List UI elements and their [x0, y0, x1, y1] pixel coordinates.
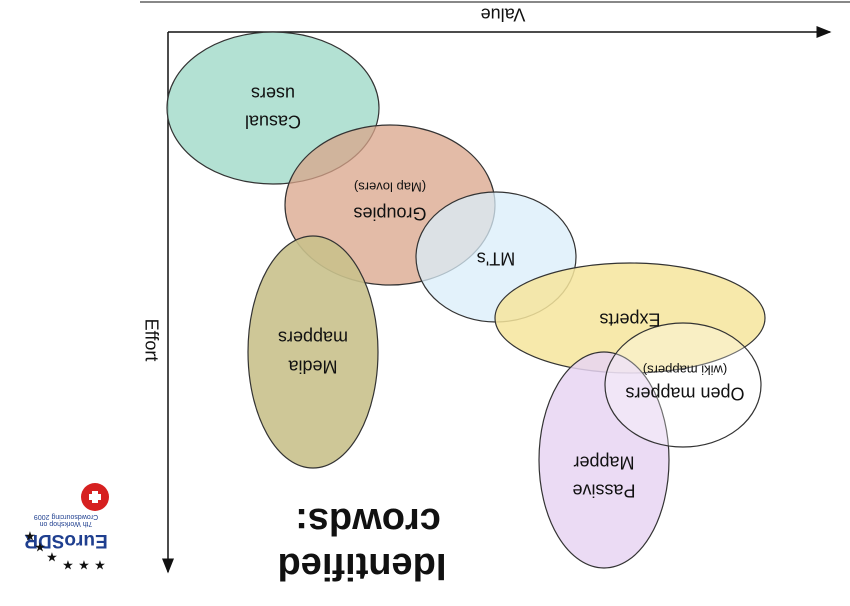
slide-title: crowds: — [295, 500, 441, 542]
crowd-label: mappers — [278, 327, 348, 347]
svg-text:★: ★ — [78, 557, 90, 572]
svg-text:★: ★ — [34, 539, 46, 554]
svg-text:★: ★ — [62, 557, 74, 572]
crowd-label: users — [251, 83, 295, 103]
logo: EuroSDR 7th Workshop on Crowdsourcing 20… — [24, 483, 109, 572]
crowd-label: Groupies — [353, 203, 426, 223]
svg-text:★: ★ — [46, 549, 58, 564]
crowd-sublabel: (Map lovers) — [354, 180, 426, 195]
logo-text: 7th Workshop on — [40, 520, 93, 527]
crowd-ellipse — [604, 322, 762, 448]
crowd-sublabel: (wiki mappers) — [643, 363, 728, 378]
crowd-label: Media — [288, 356, 338, 376]
slide-title: Identified — [278, 545, 447, 587]
axis-label: Value — [481, 4, 526, 24]
crowd-ellipse — [247, 235, 379, 469]
svg-text:★: ★ — [24, 528, 36, 543]
crowd-ellipse — [538, 351, 670, 569]
crowd-label: Passive — [572, 480, 635, 500]
svg-text:★: ★ — [94, 557, 106, 572]
axis-label: Effort — [141, 319, 161, 362]
crowd-label: Experts — [599, 309, 660, 329]
logo-text: Crowdsourcing 2009 — [34, 513, 98, 520]
crowd-label: Mapper — [573, 452, 634, 472]
crowd-label: Casual — [245, 111, 301, 131]
crowd-label: Open mappers — [625, 383, 744, 403]
logo-name: EuroSDR — [24, 530, 108, 551]
crowd-label: MT's — [477, 248, 515, 268]
